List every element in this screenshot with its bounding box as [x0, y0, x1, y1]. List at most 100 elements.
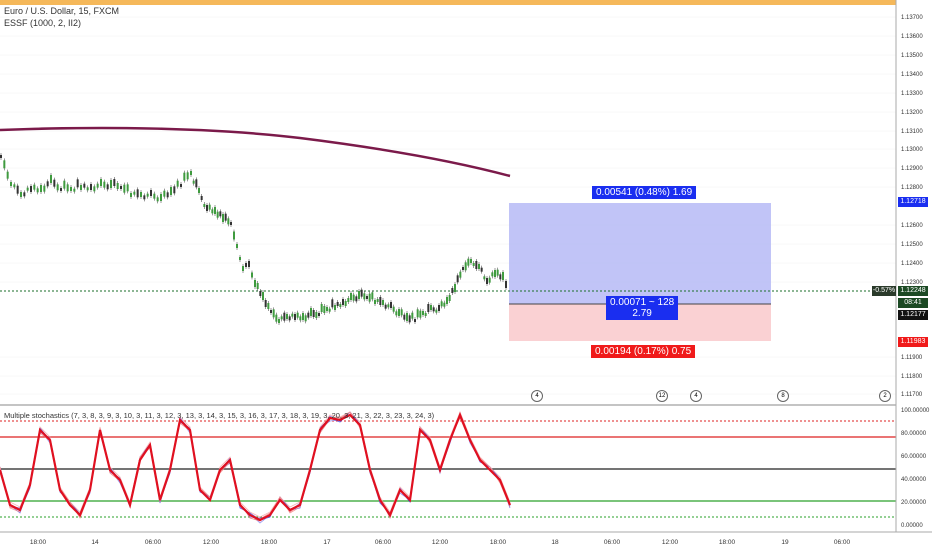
candle-body	[400, 309, 403, 316]
stoch-tick-label: 80.00000	[901, 431, 927, 437]
candle-body	[120, 186, 122, 189]
candle-body	[392, 306, 395, 312]
time-axis[interactable]: 18:00 14 06:00 12:00 18:00 17 06:00 12:00 18:00 1…	[30, 539, 851, 546]
candle-body	[23, 192, 26, 197]
candle-body	[320, 304, 323, 312]
price-tick-label: 1.12500	[901, 242, 923, 248]
candle-body	[83, 183, 86, 188]
candle-body	[475, 261, 478, 269]
candle-body	[288, 316, 291, 321]
candle-body	[366, 296, 368, 299]
candle-body	[106, 184, 109, 190]
price-tick-label: 1.13700	[901, 15, 923, 21]
price-tick-label: 1.13600	[901, 34, 923, 40]
candle-body	[227, 218, 230, 225]
candle-body	[270, 310, 272, 313]
candle-body	[371, 292, 374, 300]
candle-body	[53, 179, 56, 187]
sl-price-label: 1.11983	[898, 337, 928, 347]
price-tick-label: 1.11700	[901, 392, 923, 398]
candle-body	[486, 278, 488, 284]
stoch-axis[interactable]: 100.00000 80.00000 60.00000 40.00000 20.0000…	[901, 408, 930, 529]
essf-indicator-title[interactable]: ESSF (1000, 2, II2)	[4, 18, 82, 28]
price-tick-label: 1.12600	[901, 223, 923, 229]
candle-body	[494, 270, 496, 277]
price-axis[interactable]: 1.13700 1.13600 1.13500 1.13400 1.13300 1.132…	[901, 15, 923, 398]
price-tick-label: 1.13200	[901, 110, 923, 116]
candle-body	[16, 185, 19, 194]
candle-body	[195, 179, 198, 188]
candle-body	[267, 303, 270, 309]
candle-body	[208, 204, 211, 210]
candle-body	[416, 309, 419, 318]
candle-body	[302, 313, 304, 320]
candle-body	[214, 207, 216, 214]
candle-body	[390, 302, 392, 308]
stop-label[interactable]: 0.00194 (0.17%) 0.75	[591, 345, 696, 358]
candle-body	[103, 181, 106, 188]
candle-body	[100, 179, 102, 186]
candle-body	[36, 188, 39, 193]
stoch-series-line	[0, 410, 511, 518]
event-us-flag-icon[interactable]: 4	[690, 390, 702, 402]
event-multi-flag-icon[interactable]: 12	[656, 390, 668, 402]
candle-body	[430, 305, 432, 310]
candle-body	[63, 180, 66, 189]
candle-body	[186, 172, 189, 180]
time-tick-label: 06:00	[375, 539, 392, 546]
target-label[interactable]: 0.00541 (0.48%) 1.69	[592, 186, 697, 199]
event-multi-flag-icon[interactable]: 2	[879, 390, 891, 402]
candle-body	[203, 204, 206, 207]
candle-body	[499, 274, 502, 280]
candle-body	[110, 180, 112, 188]
candle-body	[406, 313, 408, 321]
candle-body	[176, 180, 179, 187]
candle-body	[248, 261, 250, 267]
candle-body	[342, 299, 344, 305]
candle-body	[242, 266, 244, 271]
candle-body	[133, 191, 136, 195]
candle-body	[414, 319, 416, 322]
price-tick-label: 1.13500	[901, 53, 923, 59]
time-tick-label: 12:00	[203, 539, 220, 546]
candle-body	[435, 309, 438, 313]
time-tick-label: 06:00	[834, 539, 851, 546]
candle-body	[211, 209, 214, 214]
candle-body	[472, 263, 475, 266]
candle-body	[440, 301, 443, 307]
candle-body	[304, 315, 307, 322]
tp-price-label: 1.12718	[898, 197, 928, 207]
candle-body	[233, 231, 235, 240]
candle-body	[347, 298, 350, 302]
candle-body	[382, 300, 384, 305]
candle-body	[408, 315, 411, 323]
event-us-flag-icon[interactable]: 4	[531, 390, 543, 402]
candle-body	[146, 193, 149, 197]
candle-body	[256, 283, 259, 289]
event-us-flag-icon[interactable]: 8	[777, 390, 789, 402]
candle-body	[446, 297, 448, 304]
candle-body	[291, 313, 294, 317]
candle-body	[166, 192, 169, 198]
candle-body	[236, 244, 238, 248]
candle-body	[478, 264, 480, 269]
candle-body	[307, 312, 310, 318]
price-tick-label: 1.13000	[901, 147, 923, 153]
candle-body	[427, 304, 430, 312]
symbol-title[interactable]: Euro / U.S. Dollar, 15, FXCM	[4, 6, 120, 16]
candle-body	[296, 312, 299, 318]
stochastics-title[interactable]: Multiple stochastics (7, 3, 8, 3, 9, 3, …	[4, 411, 435, 420]
price-tick-label: 1.13100	[901, 129, 923, 135]
candle-body	[93, 186, 96, 192]
candle-body	[40, 185, 42, 192]
candle-body	[230, 222, 232, 225]
change-percent-label: -0.57%	[872, 286, 896, 296]
target-zone[interactable]	[509, 203, 771, 304]
candle-body	[0, 155, 2, 158]
candle-body	[163, 190, 166, 197]
risk-reward-label[interactable]: 0.00071 ~ 128 2.79	[606, 296, 679, 320]
candle-body	[170, 187, 172, 195]
candles	[0, 153, 507, 325]
candle-body	[294, 314, 296, 320]
